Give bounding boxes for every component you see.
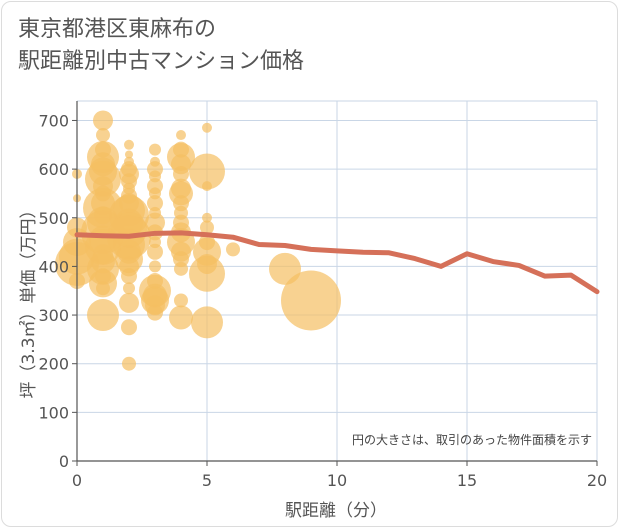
x-tick-label: 10 [327, 471, 347, 490]
data-bubble [169, 305, 193, 330]
size-annotation: 円の大きさは、取引のあった物件面積を示す [352, 432, 592, 447]
x-tick-label: 20 [587, 471, 607, 490]
data-bubble [147, 304, 163, 321]
data-bubble [147, 243, 163, 260]
data-bubble [125, 150, 133, 159]
data-bubble [189, 153, 225, 190]
data-bubble [121, 319, 137, 336]
x-tick-label: 5 [202, 471, 212, 490]
trend-line-layer [74, 230, 600, 295]
data-bubble [96, 128, 110, 143]
data-bubble [93, 110, 113, 131]
data-bubble [149, 143, 161, 156]
y-axis-title: 坪（3.3㎡）単価（万円） [19, 201, 39, 398]
x-axis-title: 駅距離（分） [285, 501, 387, 521]
data-bubble [226, 242, 240, 257]
y-tick-label: 700 [38, 111, 69, 130]
y-tick-label: 0 [59, 452, 69, 471]
y-tick-label: 500 [38, 209, 69, 228]
data-bubble [191, 306, 223, 339]
data-bubble [122, 356, 136, 371]
data-bubble [200, 220, 214, 235]
data-bubble [87, 299, 119, 332]
data-bubble [202, 181, 212, 192]
data-bubble [189, 255, 225, 292]
y-tick-label: 300 [38, 306, 69, 325]
data-bubble [96, 281, 110, 296]
x-tick-label: 0 [72, 471, 82, 490]
data-bubble [174, 261, 188, 276]
data-bubble [124, 139, 134, 150]
data-bubble [174, 293, 188, 308]
data-bubble [123, 282, 135, 295]
data-bubble [119, 292, 139, 313]
axes [72, 101, 598, 466]
data-bubble [147, 195, 163, 212]
data-bubble [121, 268, 137, 285]
x-tick-label: 15 [457, 471, 477, 490]
data-bubble [202, 212, 212, 223]
data-bubble [281, 270, 341, 331]
chart-title: 東京都港区東麻布の 駅距離別中古マンション価格 [18, 17, 305, 74]
y-tick-label: 600 [38, 160, 69, 179]
data-bubble [176, 130, 186, 141]
bubble-layer [55, 110, 341, 371]
y-tick-label: 100 [38, 403, 69, 422]
data-bubble [173, 165, 189, 182]
y-tick-label: 400 [38, 257, 69, 276]
y-tick-label: 200 [38, 355, 69, 374]
data-bubble [149, 260, 161, 273]
data-bubble [202, 122, 212, 133]
average-price-line [74, 230, 600, 295]
